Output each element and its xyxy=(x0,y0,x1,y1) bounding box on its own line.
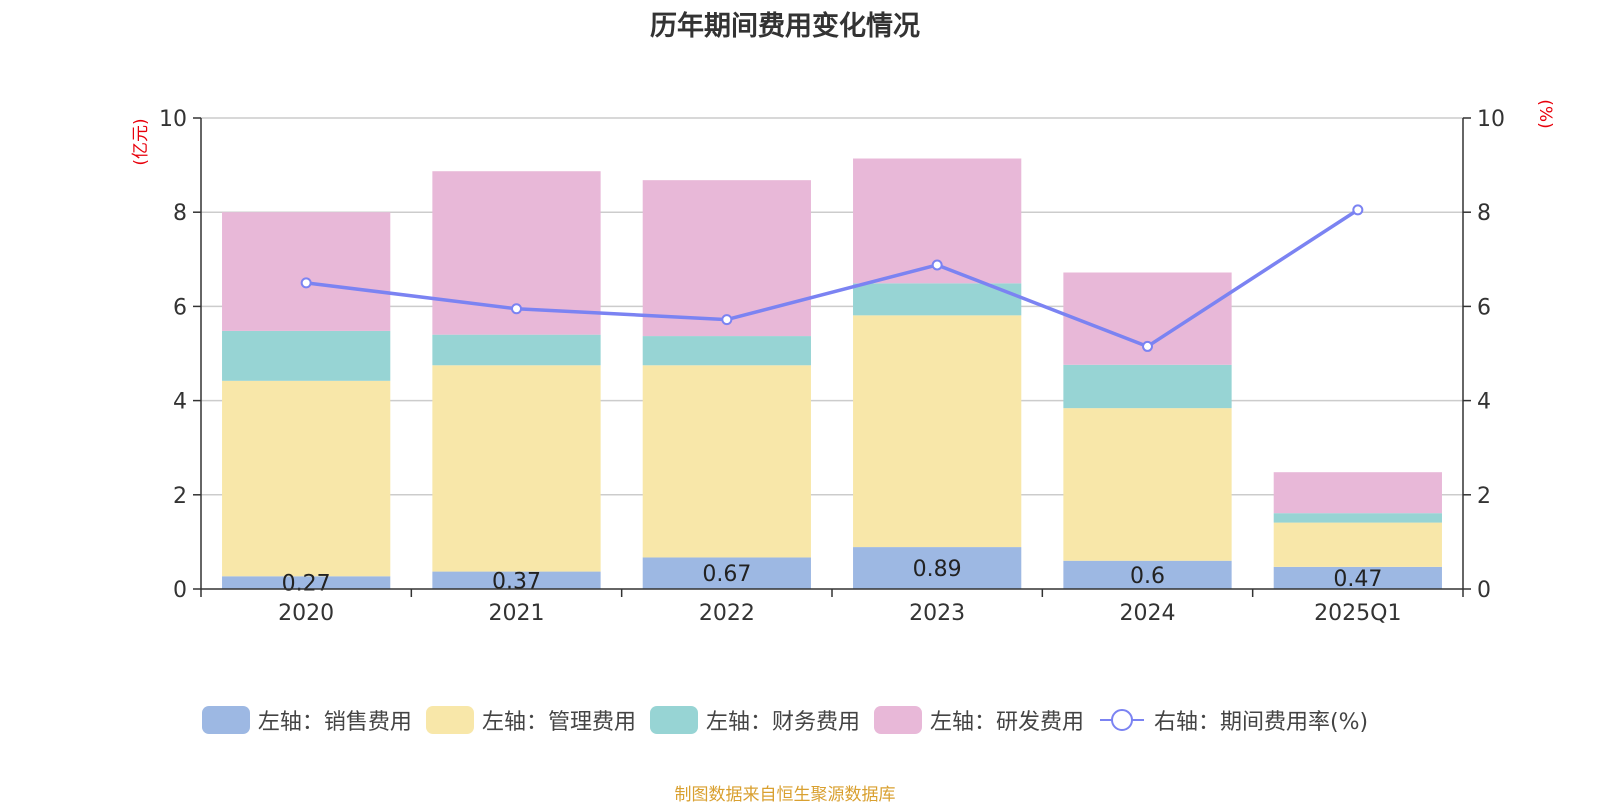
right-tick-label: 2 xyxy=(1477,484,1491,509)
chart-title: 历年期间费用变化情况 xyxy=(650,11,920,42)
legend: 左轴：销售费用 左轴：管理费用 左轴：财务费用 左轴：研发费用 右轴：期间费用率… xyxy=(0,704,1570,736)
x-tick-label: 2024 xyxy=(1120,601,1176,626)
left-tick-label: 2 xyxy=(173,484,187,509)
rate-point-2020[interactable] xyxy=(300,277,312,289)
legend-swatch-finance xyxy=(649,706,698,734)
bar-sales-2024[interactable] xyxy=(1063,560,1232,589)
rate-point-2024[interactable] xyxy=(1142,340,1153,352)
data-label-sales: 0.27 xyxy=(282,572,331,597)
bar-sales-2025Q1[interactable] xyxy=(1273,566,1442,589)
legend-item-admin[interactable]: 左轴：管理费用 xyxy=(425,704,636,736)
x-tick-label: 2023 xyxy=(909,601,965,626)
bar-finance-2024[interactable] xyxy=(1063,364,1232,409)
rate-point-2023[interactable] xyxy=(931,259,943,271)
bar-rnd-2025Q1[interactable] xyxy=(1273,472,1442,514)
chart-svg: 0.27 0.37 0.67 0.89 0.6 0.47 0 2 4 6 8 10 0 2 4 6 8 10 20… xyxy=(131,99,1555,626)
legend-swatch-rnd xyxy=(873,706,922,734)
source-note: 制图数据来自恒生聚源数据库 xyxy=(674,785,896,805)
bar-admin-2024[interactable] xyxy=(1063,408,1232,561)
bar-sales-2020[interactable] xyxy=(222,576,391,589)
legend-swatch-admin xyxy=(425,706,474,734)
bar-rnd-2020[interactable] xyxy=(222,212,391,331)
right-tick-label: 10 xyxy=(1477,107,1505,132)
x-tick-label: 2021 xyxy=(489,601,545,626)
bar-sales-2022[interactable] xyxy=(642,557,811,589)
data-label-sales: 0.89 xyxy=(913,557,962,582)
bar-admin-2023[interactable] xyxy=(853,315,1022,548)
rate-point-2025Q1[interactable] xyxy=(1352,204,1364,216)
x-tick-label: 2022 xyxy=(699,601,755,626)
data-label-sales: 0.67 xyxy=(702,562,751,587)
right-tick-label: 4 xyxy=(1477,390,1491,415)
left-tick-label: 4 xyxy=(173,390,187,415)
data-label-sales: 0.6 xyxy=(1130,564,1165,589)
bar-layer xyxy=(222,158,1442,589)
left-tick-label: 10 xyxy=(159,107,187,132)
left-axis-unit: (亿元) xyxy=(131,118,151,165)
data-label-sales: 0.37 xyxy=(492,569,541,594)
line-layer xyxy=(300,204,1364,352)
rate-point-2021[interactable] xyxy=(511,303,522,315)
x-tick-label: 2020 xyxy=(278,601,334,626)
bar-finance-2020[interactable] xyxy=(222,330,391,381)
right-tick-label: 0 xyxy=(1477,578,1491,603)
axis-layer: 0 2 4 6 8 10 0 2 4 6 8 10 2020 2021 2022 2023 2024 2025Q1… xyxy=(131,99,1555,626)
bar-admin-2022[interactable] xyxy=(642,365,811,558)
legend-item-rnd[interactable]: 左轴：研发费用 xyxy=(873,704,1084,736)
left-tick-label: 8 xyxy=(173,201,187,226)
bar-finance-2025Q1[interactable] xyxy=(1273,513,1442,523)
bar-admin-2020[interactable] xyxy=(222,380,391,577)
right-axis-unit: (%) xyxy=(1535,99,1555,128)
legend-label-admin: 左轴：管理费用 xyxy=(481,710,636,735)
legend-label-rate: 右轴：期间费用率(%) xyxy=(1153,710,1369,735)
bar-finance-2022[interactable] xyxy=(642,336,811,366)
legend-item-rate[interactable]: 右轴：期间费用率(%) xyxy=(1098,704,1368,736)
bar-admin-2021[interactable] xyxy=(432,365,601,572)
legend-line-marker-icon xyxy=(1099,709,1144,731)
right-tick-label: 8 xyxy=(1477,201,1491,226)
data-label-sales: 0.47 xyxy=(1333,567,1382,592)
rate-point-2022[interactable] xyxy=(721,314,733,326)
legend-swatch-sales xyxy=(201,706,250,734)
left-tick-label: 6 xyxy=(173,295,187,320)
bar-rnd-2022[interactable] xyxy=(642,180,811,337)
bar-sales-2023[interactable] xyxy=(853,547,1022,589)
legend-label-rnd: 左轴：研发费用 xyxy=(929,710,1084,735)
left-tick-label: 0 xyxy=(173,578,187,603)
bar-finance-2021[interactable] xyxy=(432,334,601,366)
right-tick-label: 6 xyxy=(1477,295,1491,320)
bar-admin-2025Q1[interactable] xyxy=(1273,522,1442,567)
rate-line xyxy=(305,208,1359,349)
legend-item-sales[interactable]: 左轴：销售费用 xyxy=(201,704,412,736)
legend-item-finance[interactable]: 左轴：财务费用 xyxy=(649,704,860,736)
bar-sales-2021[interactable] xyxy=(432,571,601,589)
legend-label-sales: 左轴：销售费用 xyxy=(257,710,412,735)
label-layer: 0.27 0.37 0.67 0.89 0.6 0.47 xyxy=(282,557,1383,597)
bar-finance-2023[interactable] xyxy=(853,283,1022,316)
x-tick-label: 2025Q1 xyxy=(1314,601,1401,626)
grid-layer xyxy=(201,117,1463,496)
legend-label-finance: 左轴：财务费用 xyxy=(705,710,860,735)
